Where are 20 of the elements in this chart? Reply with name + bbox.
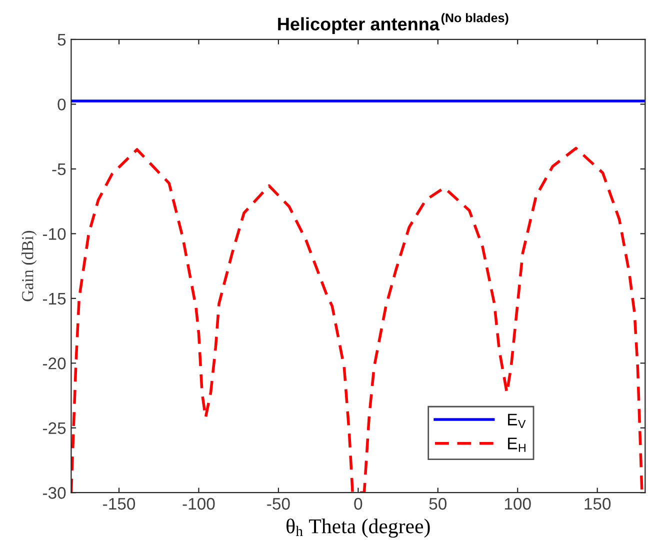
x-tick-label: 0 bbox=[354, 498, 362, 510]
x-axis-title: θ$_{h}$ Theta (degree) bbox=[286, 518, 430, 538]
y-tick-label: -30 bbox=[42, 487, 66, 499]
line-series bbox=[71, 146, 644, 493]
y-tick-label: -25 bbox=[42, 422, 66, 434]
x-tick-label: 50 bbox=[429, 498, 447, 510]
y-tick-label: 5 bbox=[58, 34, 66, 46]
y-tick-label: -20 bbox=[42, 358, 66, 370]
legend-label: E$_{V}$ bbox=[508, 414, 526, 428]
x-tick-label: -150 bbox=[103, 498, 136, 510]
y-tick-label: -15 bbox=[42, 292, 66, 305]
y-tick-label: -10 bbox=[42, 228, 66, 240]
x-tick-label: 150 bbox=[584, 498, 611, 510]
y-tick-label: 0 bbox=[58, 98, 66, 110]
y-axis-title: Gain (dBi) bbox=[22, 230, 37, 302]
x-tick-label: -100 bbox=[182, 498, 215, 510]
x-tick-label: 100 bbox=[504, 498, 531, 510]
x-tick-label: -50 bbox=[267, 498, 290, 510]
y-tick-label: -5 bbox=[52, 164, 66, 176]
legend-label: E$_{H}$ bbox=[508, 438, 526, 452]
